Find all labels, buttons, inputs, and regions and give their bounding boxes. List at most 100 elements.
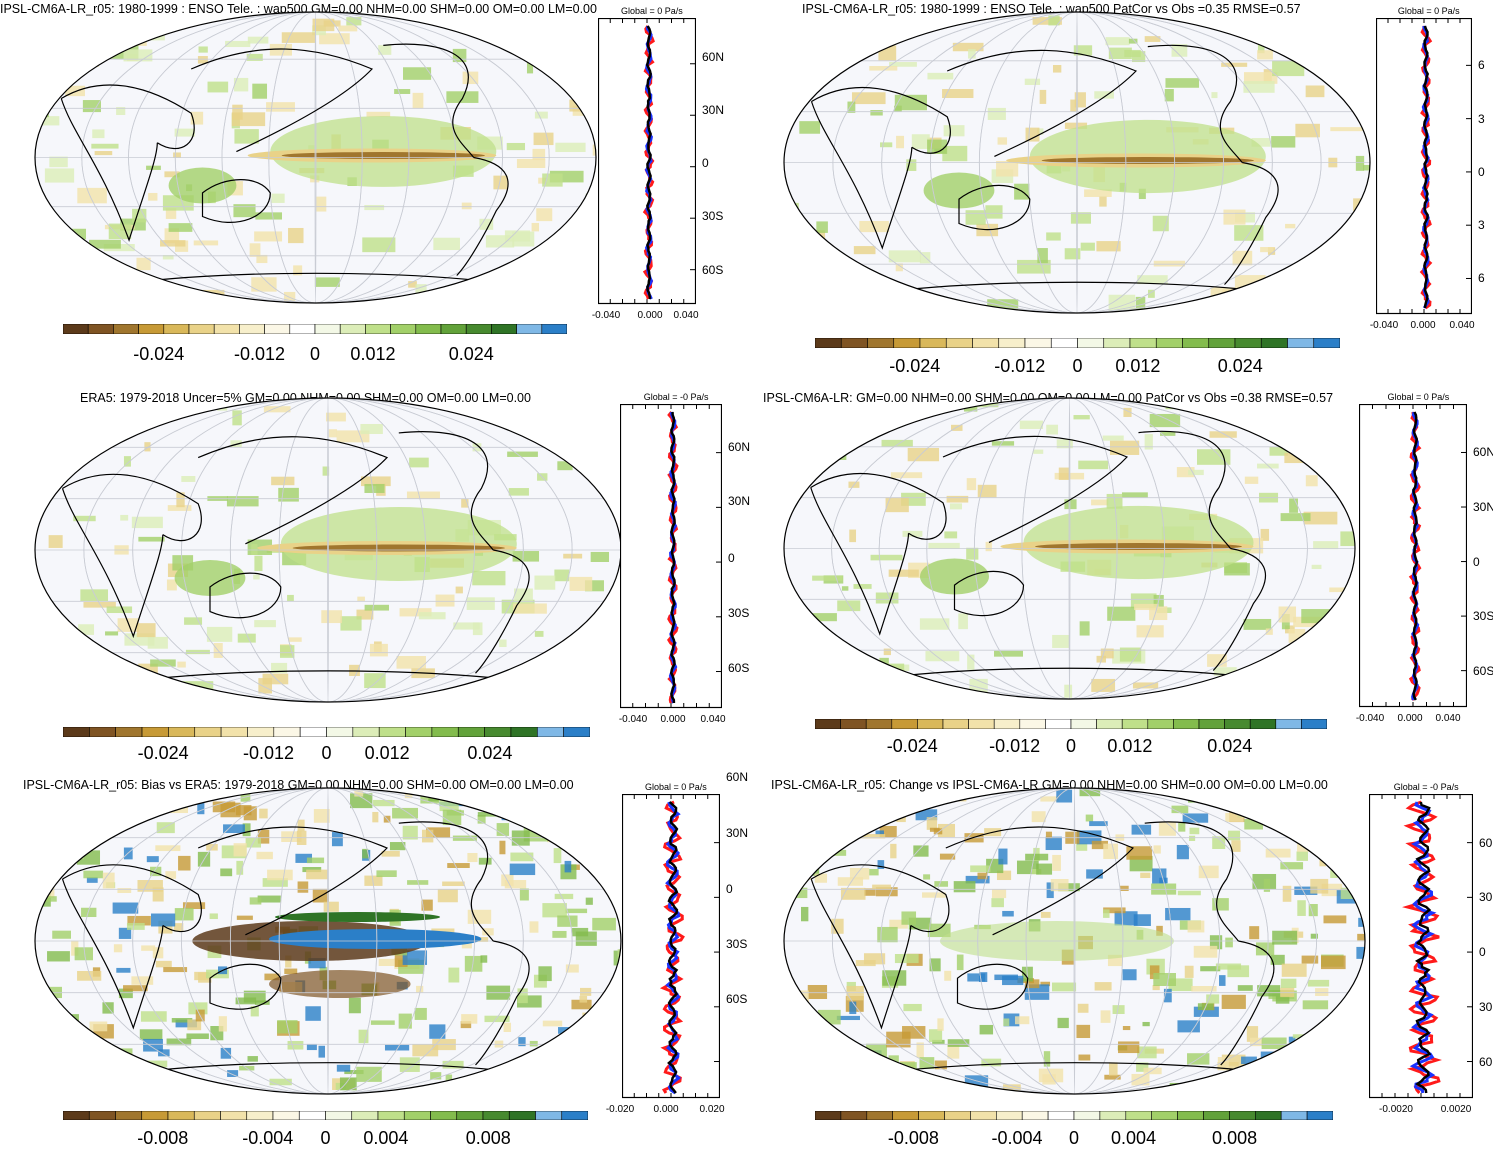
field-patch	[360, 424, 382, 434]
field-patch	[227, 496, 259, 506]
field-patch	[516, 1066, 523, 1078]
colorbar-swatch	[63, 324, 88, 334]
field-patch	[1359, 851, 1367, 866]
field-patch	[210, 913, 218, 919]
field-patch	[1359, 974, 1367, 987]
colorbar-swatch	[352, 1111, 378, 1120]
field-patch	[1106, 37, 1130, 45]
field-patch	[219, 1016, 227, 1031]
field-patch	[220, 868, 232, 876]
field-patch	[1323, 915, 1346, 923]
field-patch	[42, 1023, 52, 1034]
field-patch	[35, 837, 57, 845]
field-patch	[803, 309, 824, 315]
colorbar-label: -0.008	[888, 1128, 939, 1149]
field-patch	[1321, 1076, 1347, 1085]
field-patch	[577, 1042, 599, 1050]
field-patch	[784, 872, 792, 882]
field-patch	[1303, 1000, 1328, 1009]
field-patch	[124, 38, 147, 46]
field-patch	[570, 439, 596, 445]
field-patch	[980, 1025, 993, 1034]
field-patch	[592, 918, 616, 931]
field-patch	[1306, 85, 1325, 97]
zonal-title: Global = 0 Pa/s	[1387, 392, 1449, 402]
colorbar-swatch	[168, 727, 194, 737]
field-patch	[445, 1086, 454, 1092]
field-patch	[92, 129, 104, 138]
field-patch	[1115, 911, 1138, 925]
latitude-label: 60N	[726, 770, 748, 784]
field-patch	[1073, 415, 1089, 419]
field-patch	[147, 1095, 157, 1096]
zonal-xtick-label: 0.020	[699, 1104, 724, 1115]
field-patch	[991, 898, 1004, 907]
field-patch	[889, 250, 921, 262]
field-patch	[580, 283, 598, 296]
latitude-label: 30S	[726, 937, 747, 951]
field-patch	[181, 476, 195, 482]
field-patch	[429, 1024, 445, 1038]
field-patch	[1225, 938, 1233, 948]
field-patch	[527, 59, 533, 73]
colorbar-label: -0.024	[887, 736, 938, 757]
field-patch	[563, 554, 582, 559]
field-patch	[155, 845, 180, 851]
colorbar-swatch	[466, 324, 491, 334]
field-patch	[1109, 1062, 1118, 1075]
field-patch	[849, 530, 856, 543]
colorbar	[815, 338, 1340, 348]
colorbar-swatch	[221, 727, 247, 737]
field-patch	[1025, 854, 1048, 861]
field-patch	[1211, 92, 1217, 98]
colorbar-swatch	[299, 1111, 325, 1120]
colorbar-label: 0.012	[350, 344, 395, 365]
field-patch	[288, 637, 301, 641]
colorbar-swatch	[999, 338, 1025, 348]
colorbar-swatch	[867, 1111, 893, 1120]
colorbar-swatch	[943, 719, 969, 729]
colorbar-swatch	[300, 727, 326, 737]
colorbar-swatch	[1301, 719, 1327, 729]
field-patch	[486, 235, 514, 247]
colorbar-swatch	[1229, 1111, 1255, 1120]
field-patch	[533, 149, 546, 160]
field-patch	[80, 589, 108, 601]
field-patch	[365, 605, 389, 611]
field-patch	[792, 994, 798, 1003]
field-patch	[1334, 10, 1366, 22]
field-patch	[797, 450, 818, 457]
field-patch	[169, 223, 193, 232]
field-patch	[1078, 461, 1108, 470]
field-patch	[1276, 996, 1290, 1004]
colorbar	[63, 324, 567, 334]
latitude-label: 60N	[728, 440, 750, 454]
field-patch	[1245, 477, 1258, 484]
latitude-label: 3	[1478, 218, 1485, 232]
field-patch	[919, 1057, 934, 1069]
field-patch	[1216, 21, 1240, 26]
field-patch	[876, 593, 899, 604]
field-patch	[542, 1091, 563, 1096]
field-patch	[1280, 862, 1303, 869]
field-patch	[553, 59, 564, 69]
field-patch	[1316, 680, 1342, 688]
field-patch	[221, 1048, 231, 1059]
colorbar-swatch	[509, 1111, 535, 1120]
field-patch	[127, 923, 145, 930]
field-patch	[403, 12, 410, 18]
field-patch	[958, 613, 968, 629]
colorbar-swatch	[1020, 719, 1046, 729]
world-map	[782, 786, 1367, 1096]
field-patch	[151, 914, 175, 927]
field-patch	[884, 649, 891, 656]
colorbar-swatch	[1074, 1111, 1100, 1120]
zonal-xtick-label: -0.040	[592, 310, 620, 321]
field-patch	[248, 1056, 258, 1062]
colorbar-swatch	[416, 324, 441, 334]
field-patch	[790, 19, 808, 32]
field-patch	[586, 194, 598, 201]
field-patch	[988, 108, 1006, 120]
field-patch	[922, 892, 946, 897]
field-patch	[1080, 621, 1090, 635]
